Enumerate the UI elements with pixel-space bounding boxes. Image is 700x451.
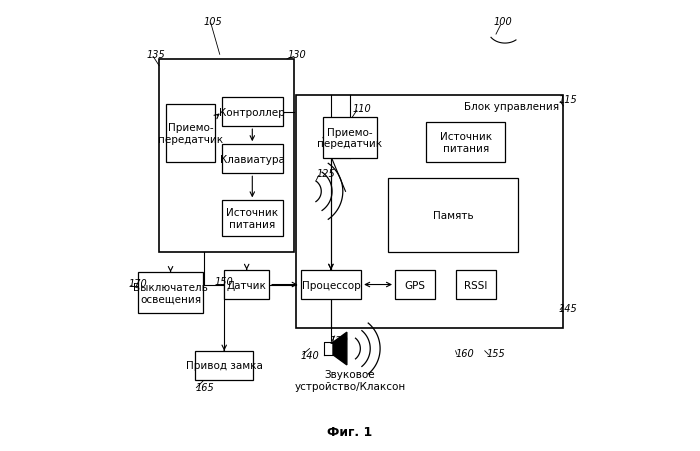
Text: 160: 160 (456, 348, 475, 358)
Text: 110: 110 (352, 104, 371, 114)
Text: Приемо-
передатчик: Приемо- передатчик (317, 127, 383, 149)
Text: 100: 100 (494, 17, 512, 27)
FancyBboxPatch shape (222, 201, 283, 237)
FancyBboxPatch shape (426, 122, 505, 163)
Text: Блок управления: Блок управления (464, 102, 559, 112)
Text: 155: 155 (487, 348, 506, 358)
Text: 120: 120 (330, 335, 349, 345)
FancyBboxPatch shape (296, 96, 564, 329)
FancyBboxPatch shape (166, 105, 215, 163)
Polygon shape (324, 342, 333, 355)
Text: Клавиатура: Клавиатура (220, 154, 285, 164)
FancyBboxPatch shape (224, 270, 269, 299)
FancyBboxPatch shape (323, 118, 377, 158)
Text: Процессор: Процессор (302, 280, 360, 290)
Text: Звуковое
устройство/Клаксон: Звуковое устройство/Клаксон (295, 369, 405, 391)
FancyBboxPatch shape (222, 98, 283, 127)
Text: 150: 150 (214, 276, 233, 286)
Text: Источник
питания: Источник питания (226, 208, 279, 230)
Text: Фиг. 1: Фиг. 1 (328, 425, 372, 438)
FancyBboxPatch shape (195, 351, 253, 380)
FancyBboxPatch shape (222, 145, 283, 174)
Text: Память: Память (433, 211, 474, 221)
Text: GPS: GPS (405, 280, 426, 290)
FancyBboxPatch shape (456, 270, 496, 299)
Text: RSSI: RSSI (464, 280, 487, 290)
Text: 135: 135 (147, 50, 166, 60)
FancyBboxPatch shape (389, 179, 519, 253)
Text: 145: 145 (559, 304, 578, 313)
Polygon shape (333, 332, 347, 365)
Text: 105: 105 (204, 17, 223, 27)
FancyBboxPatch shape (138, 272, 203, 313)
Text: Источник
питания: Источник питания (440, 132, 491, 153)
Text: Привод замка: Привод замка (186, 361, 262, 371)
Text: Контроллер: Контроллер (219, 107, 285, 117)
FancyBboxPatch shape (395, 270, 435, 299)
Text: 165: 165 (195, 382, 214, 392)
Text: Датчик: Датчик (227, 280, 267, 290)
FancyBboxPatch shape (159, 60, 294, 253)
Text: Выключатель
освещения: Выключатель освещения (133, 282, 208, 304)
Text: 125: 125 (316, 169, 335, 179)
Text: 115: 115 (559, 95, 578, 105)
FancyBboxPatch shape (300, 270, 361, 299)
Text: 130: 130 (287, 50, 306, 60)
Text: 170: 170 (129, 279, 148, 289)
Text: Приемо-
передатчик: Приемо- передатчик (158, 123, 223, 144)
Text: 140: 140 (300, 350, 319, 360)
